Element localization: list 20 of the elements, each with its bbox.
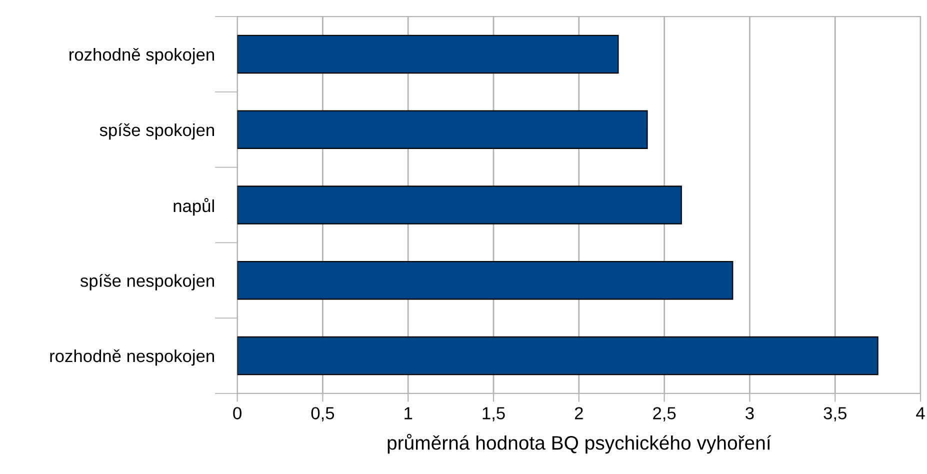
bar bbox=[237, 336, 878, 376]
y-tick-label: spíše nespokojen bbox=[80, 274, 214, 290]
y-tick-label: rozhodně spokojen bbox=[70, 48, 214, 64]
bar bbox=[237, 186, 682, 224]
y-tick-label: napůl bbox=[174, 198, 214, 216]
bar bbox=[237, 34, 619, 74]
x-tick-label: 4 bbox=[916, 407, 925, 420]
x-tick-label: 1 bbox=[404, 407, 412, 420]
x-tick-label: 0 bbox=[233, 407, 242, 420]
x-tick-label: 0,5 bbox=[311, 407, 334, 422]
x-tick-label: 3 bbox=[746, 407, 754, 420]
x-tick-label: 1,5 bbox=[482, 407, 505, 422]
y-tick-label: spíše spokojen bbox=[100, 123, 214, 140]
x-tick-label: 2 bbox=[574, 407, 583, 420]
x-tick-label: 3,5 bbox=[824, 407, 846, 422]
y-tick-label: rozhodně nespokojen bbox=[50, 349, 214, 366]
x-tick-label: 2,5 bbox=[653, 407, 676, 422]
bar bbox=[237, 260, 734, 300]
bar bbox=[237, 110, 648, 150]
x-axis-title: průměrná hodnota BQ psychického vyhoření bbox=[388, 434, 772, 454]
